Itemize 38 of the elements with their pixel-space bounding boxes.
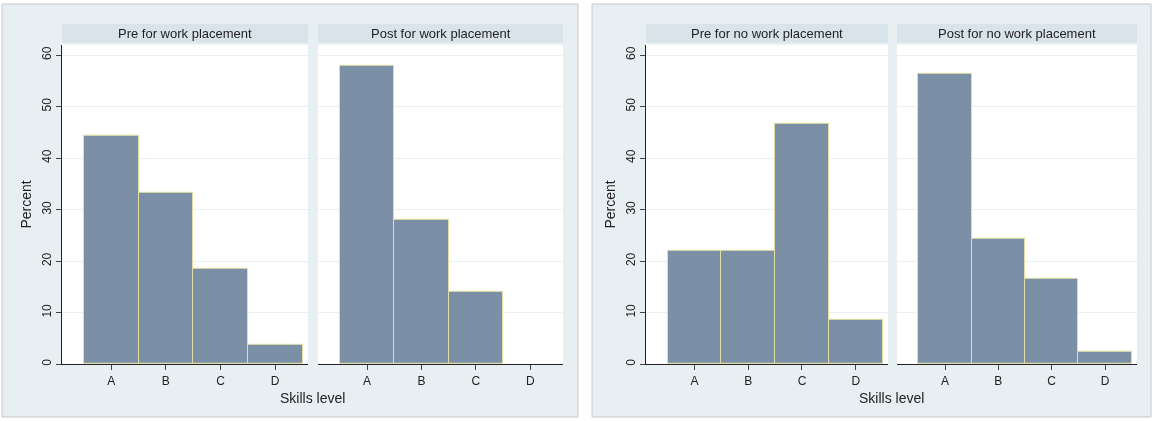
y-tick-label: 0	[624, 358, 639, 366]
x-tick-label: B	[994, 373, 1003, 388]
chart-title: Pre for no work placement	[691, 26, 844, 41]
x-tick-label: D	[525, 373, 535, 388]
x-tick-label: A	[362, 373, 372, 388]
x-tick-label: D	[851, 373, 861, 388]
x-axis-title: Skills level	[859, 390, 925, 406]
x-tick-label: B	[417, 373, 426, 388]
y-tick-label: 60	[624, 46, 639, 60]
chart-title: Pre for work placement	[118, 26, 253, 41]
y-axis-title: Percent	[602, 180, 619, 229]
y-tick-label: 0	[40, 358, 55, 366]
y-tick-label: 30	[40, 200, 55, 215]
y-axis-title: Percent	[18, 180, 35, 229]
x-tick-label: A	[940, 373, 950, 388]
y-tick-label: 30	[624, 200, 639, 215]
y-tick-label: 20	[624, 252, 639, 267]
y-tick-label: 10	[624, 303, 639, 318]
y-tick-label: 40	[624, 149, 639, 164]
x-tick-label: C	[471, 373, 481, 388]
x-tick-label: A	[690, 373, 699, 388]
y-tick-label: 20	[40, 252, 55, 267]
y-tick-label: 50	[624, 97, 639, 112]
x-tick-label: A	[107, 373, 116, 388]
x-tick-label: D	[1100, 373, 1110, 388]
y-tick-label: 50	[40, 97, 55, 112]
y-tick-label: 60	[40, 46, 55, 60]
chart-title: Post for work placement	[371, 26, 511, 41]
x-tick-label: D	[270, 373, 280, 388]
x-tick-label: B	[744, 373, 753, 388]
x-tick-label: B	[161, 373, 170, 388]
y-tick-label: 10	[40, 303, 55, 318]
chart-title: Post for no work placement	[938, 26, 1096, 41]
x-tick-label: C	[1047, 373, 1057, 388]
x-axis-title: Skills level	[280, 390, 346, 406]
y-tick-label: 40	[40, 149, 55, 164]
x-tick-label: C	[797, 373, 807, 388]
x-tick-label: C	[216, 373, 226, 388]
